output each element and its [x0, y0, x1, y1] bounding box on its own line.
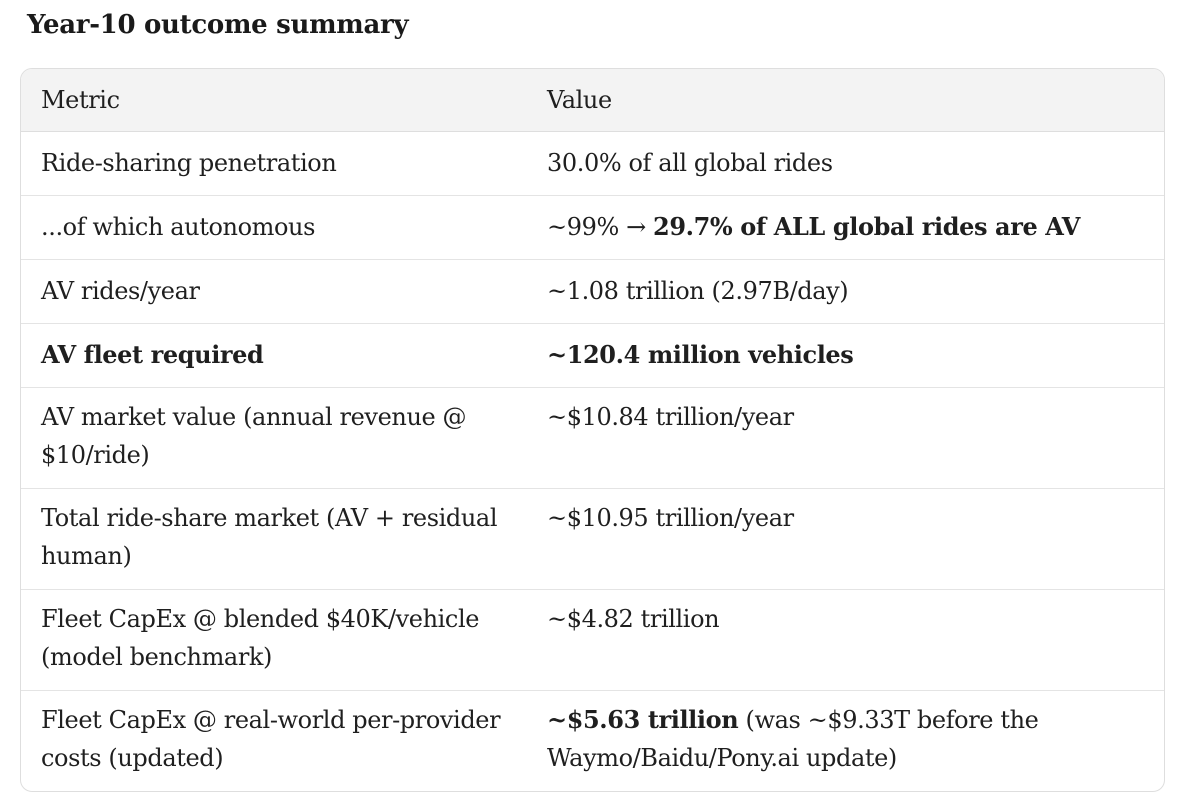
value-text: 30.0% of all global rides [547, 149, 833, 177]
header-metric: Metric [21, 69, 525, 132]
metric-cell: AV rides/year [21, 259, 525, 324]
metric-cell: Ride-sharing penetration [21, 131, 525, 196]
value-cell: ~$10.84 trillion/year [525, 387, 1164, 489]
value-text: ~$4.82 trillion [547, 605, 720, 633]
value-cell: ~99% → 29.7% of ALL global rides are AV [525, 195, 1164, 260]
value-cell: ~1.08 trillion (2.97B/day) [525, 259, 1164, 324]
metric-cell: Fleet CapEx @ blended $40K/vehicle (mode… [21, 589, 525, 691]
value-emphasis: 29.7% of ALL global rides are AV [653, 212, 1080, 241]
value-text: ~1.08 trillion (2.97B/day) [547, 277, 849, 305]
metric-cell: AV fleet required [21, 323, 525, 388]
table-row: Total ride-share market (AV + residual h… [21, 488, 1164, 590]
table-row: Fleet CapEx @ blended $40K/vehicle (mode… [21, 589, 1164, 691]
value-cell: 30.0% of all global rides [525, 131, 1164, 196]
value-emphasis: ~$5.63 trillion [547, 705, 739, 734]
header-value: Value [525, 69, 1164, 132]
value-text: ~$10.95 trillion/year [547, 504, 794, 532]
value-text: (was ~$9.33T before the Waymo/Baidu/Pony… [547, 706, 1039, 772]
table-row: Ride-sharing penetration 30.0% of all gl… [21, 131, 1164, 196]
section-heading: Year-10 outcome summary [27, 10, 409, 40]
value-cell: ~$4.82 trillion [525, 589, 1164, 691]
table-body: Ride-sharing penetration 30.0% of all gl… [21, 131, 1164, 792]
value-text: ~$10.84 trillion/year [547, 403, 794, 431]
table-row: Fleet CapEx @ real-world per-provider co… [21, 691, 1164, 792]
metric-cell: Fleet CapEx @ real-world per-provider co… [41, 706, 501, 772]
metric-cell: ...of which autonomous [21, 195, 525, 260]
outcome-table: Metric Value Ride-sharing penetration 30… [21, 69, 1164, 791]
table-row: AV rides/year ~1.08 trillion (2.97B/day) [21, 259, 1164, 324]
value-emphasis: ~120.4 million vehicles [547, 340, 854, 369]
value-text: ~99% → [547, 213, 654, 241]
metric-cell: AV market value (annual revenue @ $10/ri… [21, 387, 525, 489]
table-row: AV fleet required ~120.4 million vehicle… [21, 323, 1164, 388]
table-row: AV market value (annual revenue @ $10/ri… [21, 387, 1164, 489]
value-cell: ~$10.95 trillion/year [525, 488, 1164, 590]
value-cell: ~120.4 million vehicles [525, 323, 1164, 388]
value-cell: ~$5.63 trillion (was ~$9.33T before the … [525, 691, 1164, 792]
table-header: Metric Value [21, 69, 1164, 132]
summary-table: Metric Value Ride-sharing penetration 30… [20, 68, 1165, 792]
header-row: Metric Value [21, 69, 1164, 132]
table-row: ...of which autonomous ~99% → 29.7% of A… [21, 195, 1164, 260]
metric-cell: Total ride-share market (AV + residual h… [21, 488, 525, 590]
